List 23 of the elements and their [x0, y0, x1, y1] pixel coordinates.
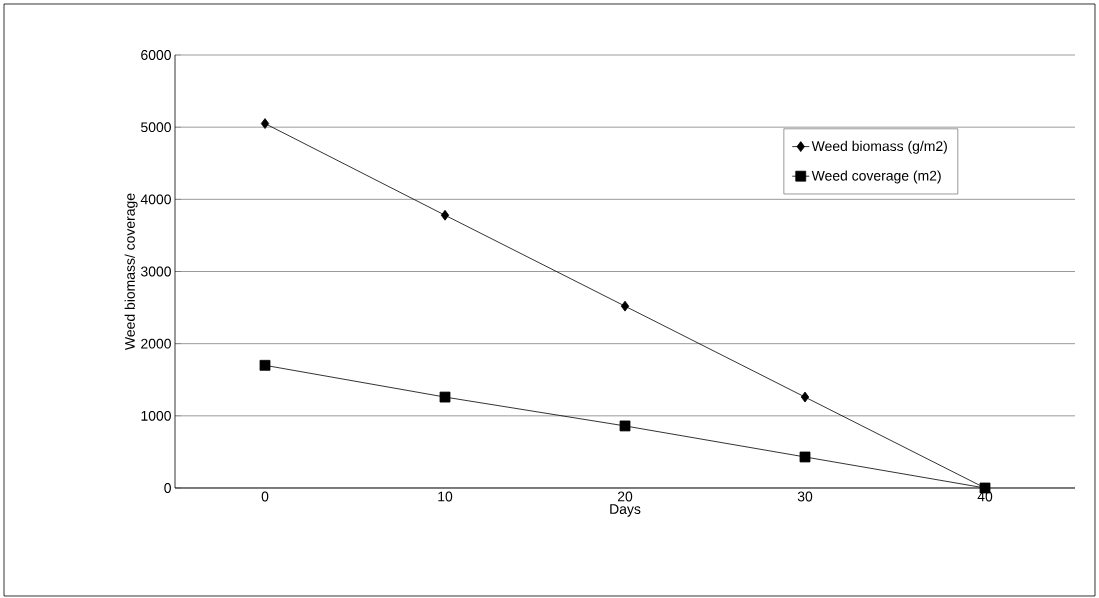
- y-axis-title: Weed biomass/ coverage: [124, 193, 138, 350]
- point: [440, 209, 450, 221]
- point: [619, 420, 631, 432]
- y-tick-label: 4000: [140, 194, 171, 205]
- legend-label: Weed coverage (m2): [811, 170, 941, 184]
- y-tick-label: 2000: [141, 338, 171, 349]
- y-tick-label: 1000: [141, 410, 171, 421]
- y-tick-label: 5000: [141, 122, 171, 133]
- x-tick-label: 30: [797, 491, 813, 502]
- point: [799, 451, 811, 463]
- x-axis-title: Days: [610, 504, 641, 517]
- x-tick-label: 20: [617, 491, 633, 502]
- y-tick-label: 6000: [141, 50, 171, 60]
- x-tick-label: 0: [261, 491, 269, 502]
- y-tick-label: 3000: [140, 266, 171, 277]
- legend-label: Weed biomass (g/m2): [811, 140, 947, 154]
- x-tick-label: 10: [438, 491, 453, 502]
- point: [800, 391, 810, 403]
- point: [439, 391, 451, 403]
- point: [620, 300, 630, 312]
- point: [259, 359, 271, 371]
- point: [260, 118, 270, 129]
- y-tick-label: 0: [164, 483, 171, 493]
